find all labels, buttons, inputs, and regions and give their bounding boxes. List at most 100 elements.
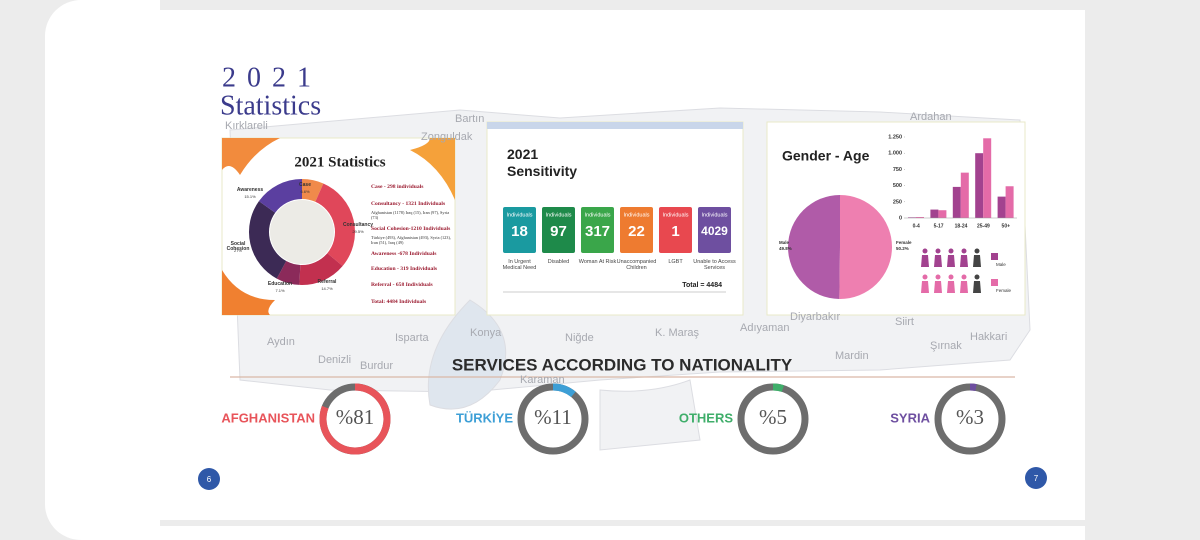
segment-label: Referral xyxy=(317,279,337,285)
card-value: 22 xyxy=(628,223,645,240)
map-label: Niğde xyxy=(565,332,594,344)
pictogram xyxy=(961,248,967,254)
card-caption: In Urgent Medical Need xyxy=(502,259,537,272)
panel-title: Gender - Age xyxy=(782,148,870,164)
card-caption: Unable to Access Services xyxy=(693,259,736,272)
y-tick-label: 250 xyxy=(893,199,902,205)
card-caption: LGBT xyxy=(668,259,683,265)
pictogram xyxy=(935,274,941,280)
pictogram xyxy=(948,248,954,254)
right-margin xyxy=(1085,0,1200,540)
ring-arc xyxy=(969,383,977,392)
ring-value: %81 xyxy=(336,405,375,429)
country-label: OTHERS xyxy=(679,410,734,425)
statistics-item: Education - 319 Individuals xyxy=(371,266,438,272)
segment-label: Social Cohesion xyxy=(226,241,250,252)
ring-value: %11 xyxy=(534,405,572,429)
sensitivity-card xyxy=(542,207,575,253)
map-label: Kırklareli xyxy=(225,120,268,132)
bar xyxy=(952,186,961,218)
map-label: Isparta xyxy=(395,332,430,344)
pictogram xyxy=(947,255,955,267)
segment-label: Awareness xyxy=(236,187,264,193)
x-tick-label: 5-17 xyxy=(934,223,944,229)
sensitivity-card xyxy=(659,207,692,253)
country-label: SYRIA xyxy=(890,410,930,425)
map-label: Hakkari xyxy=(970,331,1007,343)
segment-label: Case xyxy=(299,182,311,188)
segment-value: 15.1% xyxy=(244,194,256,199)
pie-slice xyxy=(839,194,893,300)
x-tick-label: 18-24 xyxy=(955,223,968,229)
bar xyxy=(938,210,947,218)
donut-segment xyxy=(249,201,287,279)
card-unit: Individuals xyxy=(546,212,572,218)
donut-segment xyxy=(314,183,355,267)
segment-value: 7.1% xyxy=(275,288,285,293)
bar xyxy=(916,217,924,218)
map-label: Aydın xyxy=(267,336,295,348)
ring-value: %5 xyxy=(759,405,787,429)
pictogram xyxy=(935,248,941,254)
segment-label: Consultancy xyxy=(343,222,374,228)
bar xyxy=(975,153,984,218)
ring-arc xyxy=(552,383,576,398)
statistics-item: Consultancy - 1321 Individuals xyxy=(371,201,446,207)
pictogram xyxy=(934,255,942,267)
card-caption: Unaccompanied Children xyxy=(616,259,657,272)
donut-segment xyxy=(301,179,324,202)
pictogram xyxy=(947,281,955,293)
map-label: Şırnak xyxy=(930,340,962,352)
map-label: Denizli xyxy=(318,354,351,366)
pictogram xyxy=(974,274,980,280)
y-tick-label: 500 xyxy=(893,183,902,189)
statistics-item: Social Cohesion-1210 Individuals xyxy=(371,226,451,232)
legend-swatch xyxy=(991,279,998,286)
map-label: Konya xyxy=(470,327,502,339)
card-value: 97 xyxy=(550,223,567,240)
legend-label: Male xyxy=(996,262,1006,267)
card-unit: Individuals xyxy=(702,212,728,218)
pictogram xyxy=(973,255,981,267)
panel-title: 2021 Statistics xyxy=(294,154,385,170)
segment-value: 6.6% xyxy=(300,189,310,194)
page-gap xyxy=(160,0,1085,10)
statistics-item: Total: 4484 Individuals xyxy=(371,299,427,305)
card-caption: Woman At Risk xyxy=(578,259,617,265)
donut-segment xyxy=(276,260,301,285)
segment-value: 14.7% xyxy=(321,286,333,291)
card-unit: Individuals xyxy=(663,212,689,218)
y-tick-label: 1.000 xyxy=(888,151,902,157)
pie-label: Female xyxy=(896,240,912,245)
pictogram xyxy=(948,274,954,280)
pictogram xyxy=(974,248,980,254)
map-label: Diyarbakır xyxy=(790,311,840,323)
map-label: Bartın xyxy=(455,113,484,125)
bar xyxy=(983,138,992,218)
card-value: 1 xyxy=(671,223,679,240)
card-value: 4029 xyxy=(701,224,728,238)
bar xyxy=(997,196,1006,218)
pictogram xyxy=(960,281,968,293)
card-unit: Individuals xyxy=(585,212,611,218)
pictogram xyxy=(934,281,942,293)
y-tick-label: 750 xyxy=(893,167,902,173)
page-badge xyxy=(1025,467,1047,489)
panel-title: 2021 Sensitivity xyxy=(507,146,578,179)
donut-hole xyxy=(270,200,334,264)
map-label: Siirt xyxy=(895,316,914,328)
bar xyxy=(930,209,939,218)
sensitivity-card xyxy=(581,207,614,253)
statistics-item: Case - 298 individuals xyxy=(371,184,424,190)
y-tick-label: 0 xyxy=(899,215,902,221)
decoration xyxy=(222,138,280,175)
statistics-item: Awareness -678 Individuals xyxy=(371,251,437,257)
pictogram xyxy=(973,281,981,293)
x-tick-label: 50+ xyxy=(1002,223,1011,229)
y-tick-label: 1.250 xyxy=(888,134,902,140)
country-label: AFGHANISTAN xyxy=(221,410,315,425)
donut-segment xyxy=(299,252,343,285)
pictogram xyxy=(921,255,929,267)
